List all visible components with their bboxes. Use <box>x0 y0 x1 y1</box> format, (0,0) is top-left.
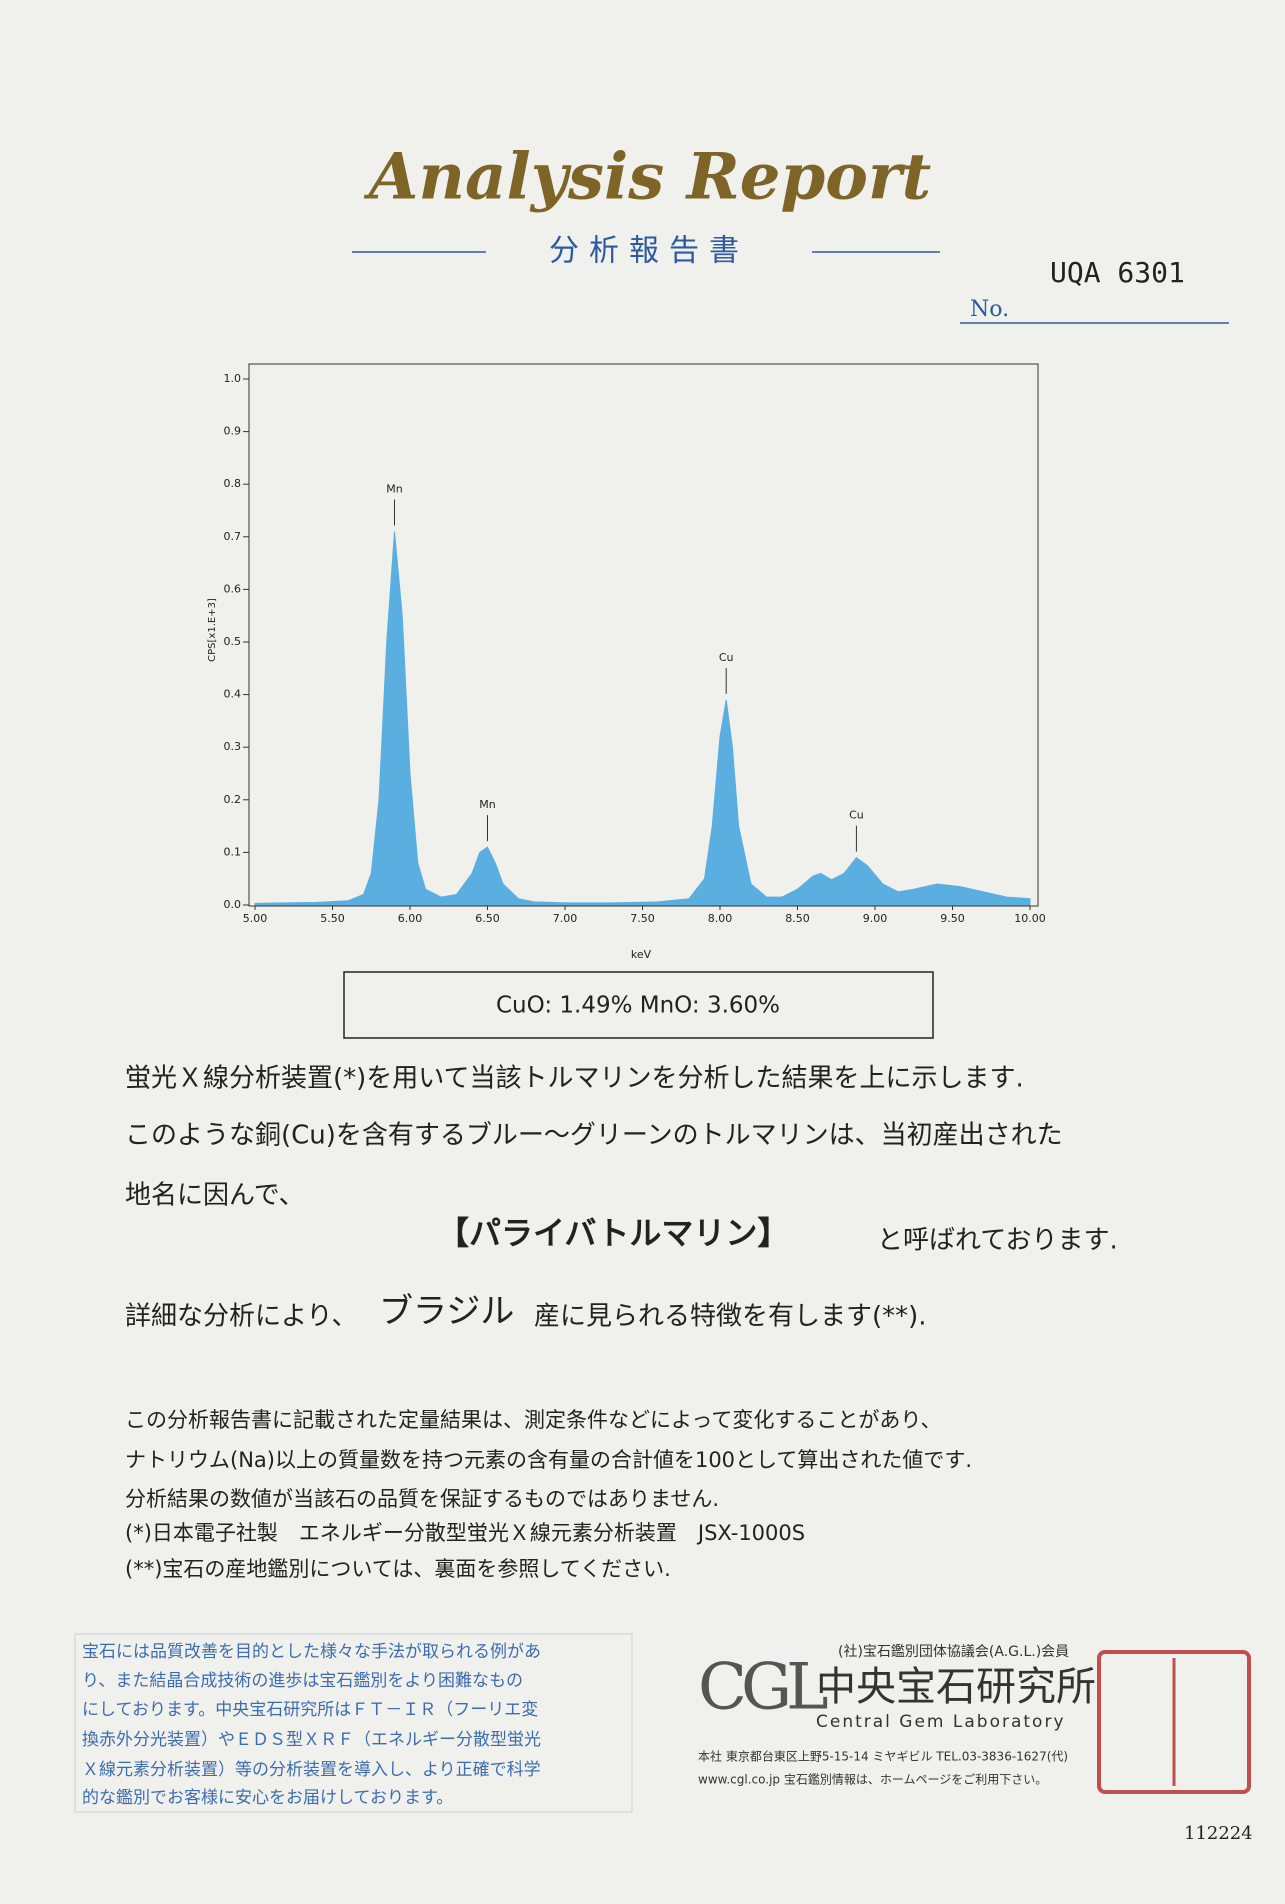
y-tick-label: 0.0 <box>224 898 242 911</box>
y-tick-label: 1.0 <box>224 372 242 385</box>
x-tick-label: 7.00 <box>553 912 578 925</box>
x-tick-label: 6.00 <box>398 912 423 925</box>
body-line: 産に見られる特徴を有します(**). <box>534 1302 927 1332</box>
x-tick-label: 6.50 <box>475 912 500 925</box>
y-tick-label: 0.9 <box>224 425 242 438</box>
lab-name: 中央宝石研究所 <box>816 1664 1096 1710</box>
spectrum <box>254 531 1031 906</box>
y-axis-label: CPS[x1.E+3] <box>207 598 218 662</box>
x-tick-label: 10.00 <box>1014 912 1046 925</box>
lab-association: (社)宝石鑑別団体協議会(A.G.L.)会員 <box>838 1643 1069 1660</box>
lab-web: www.cgl.co.jp 宝石鑑別情報は、ホームページをご利用下さい。 <box>698 1772 1047 1787</box>
x-tick-label: 9.50 <box>940 912 965 925</box>
info-box <box>74 1633 633 1813</box>
body-line: 蛍光Ｘ線分析装置(*)を用いて当該トルマリンを分析した結果を上に示します. <box>125 1064 1024 1094</box>
note: この分析報告書に記載された定量結果は、測定条件などによって変化することがあり、 <box>125 1408 941 1432</box>
x-tick-label: 9.00 <box>863 912 888 925</box>
seal <box>1097 1650 1251 1794</box>
info-line: 換赤外分光装置）やＥＤＳ型ＸＲＦ（エネルギー分散型蛍光 <box>82 1730 541 1750</box>
x-tick-label: 8.50 <box>785 912 810 925</box>
info-line: り、また結晶合成技術の進歩は宝石鑑別をより困難なもの <box>82 1671 523 1691</box>
y-tick-label: 0.2 <box>224 793 242 806</box>
y-tick-label: 0.4 <box>224 688 242 701</box>
note: ナトリウム(Na)以上の質量数を持つ元素の含有量の合計値を100として算出された… <box>125 1448 972 1472</box>
info-line: Ｘ線元素分析装置）等の分析装置を導入し、より正確で科学 <box>82 1760 541 1780</box>
result-box <box>343 971 934 1039</box>
number-label: No. <box>970 297 1009 322</box>
peak-label: Mn <box>479 798 495 811</box>
title: Analysis Report <box>364 140 931 215</box>
note: 分析結果の数値が当該石の品質を保証するものではありません. <box>125 1487 719 1511</box>
y-tick-label: 0.6 <box>224 582 242 595</box>
x-axis-label: keV <box>631 948 652 961</box>
y-tick-label: 0.7 <box>224 530 242 543</box>
stone-name: 【パライバトルマリン】 <box>437 1214 789 1252</box>
y-tick-label: 0.5 <box>224 635 242 648</box>
peak-label: Cu <box>719 651 734 664</box>
x-tick-label: 5.00 <box>243 912 268 925</box>
x-tick-label: 7.50 <box>630 912 655 925</box>
body-line: と呼ばれております. <box>877 1226 1118 1256</box>
result: CuO: 1.49% MnO: 3.60% <box>496 993 780 1019</box>
info-line: 宝石には品質改善を目的とした様々な手法が取られる例があ <box>82 1642 541 1662</box>
info-line: 的な鑑別でお客様に安心をお届けしております。 <box>82 1788 453 1808</box>
subtitle: 分析報告書 <box>549 234 749 269</box>
x-tick-label: 8.00 <box>708 912 733 925</box>
x-tick-label: 5.50 <box>320 912 345 925</box>
plot-frame <box>248 363 1039 907</box>
info-line: にしております。中央宝石研究所はＦＴ－ＩＲ（フーリエ変 <box>82 1700 538 1720</box>
lab-name-en: Central Gem Laboratory <box>816 1712 1066 1732</box>
serial: 112224 <box>1184 1823 1253 1844</box>
chart: CPS[x1.E+3] keV 0.0 0.1 0.2 0.3 0.4 0.5 0.6 0.7… <box>207 363 1046 961</box>
lab-logo: CGL <box>698 1651 827 1725</box>
body-line: 詳細な分析により、 <box>125 1302 357 1332</box>
peak-label: Cu <box>849 809 864 822</box>
peak-label: Mn <box>386 483 402 496</box>
y-tick-label: 0.3 <box>224 740 242 753</box>
lab-address: 本社 東京都台東区上野5-15-14 ミヤギビル TEL.03-3836-162… <box>698 1749 1068 1764</box>
note: (*)日本電子社製 エネルギー分散型蛍光Ｘ線元素分析装置 JSX-1000S <box>125 1521 805 1545</box>
note: (**)宝石の産地鑑別については、裏面を参照してください. <box>125 1557 671 1581</box>
y-tick-label: 0.8 <box>224 477 242 490</box>
body-line: 地名に因んで、 <box>125 1181 305 1211</box>
body-line: このような銅(Cu)を含有するブルー～グリーンのトルマリンは、当初産出された <box>125 1121 1063 1151</box>
report-number: UQA 6301 <box>1050 256 1185 289</box>
origin: ブラジル <box>379 1292 514 1332</box>
y-tick-label: 0.1 <box>224 845 242 858</box>
